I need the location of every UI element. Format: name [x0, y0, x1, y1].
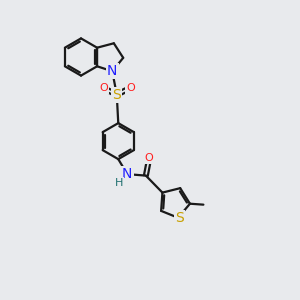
Text: O: O: [99, 83, 108, 93]
Text: N: N: [122, 167, 133, 181]
Text: O: O: [145, 153, 153, 163]
Text: H: H: [115, 178, 123, 188]
Text: S: S: [112, 88, 121, 102]
Text: N: N: [107, 64, 118, 78]
Text: O: O: [126, 83, 135, 93]
Text: S: S: [175, 211, 184, 225]
